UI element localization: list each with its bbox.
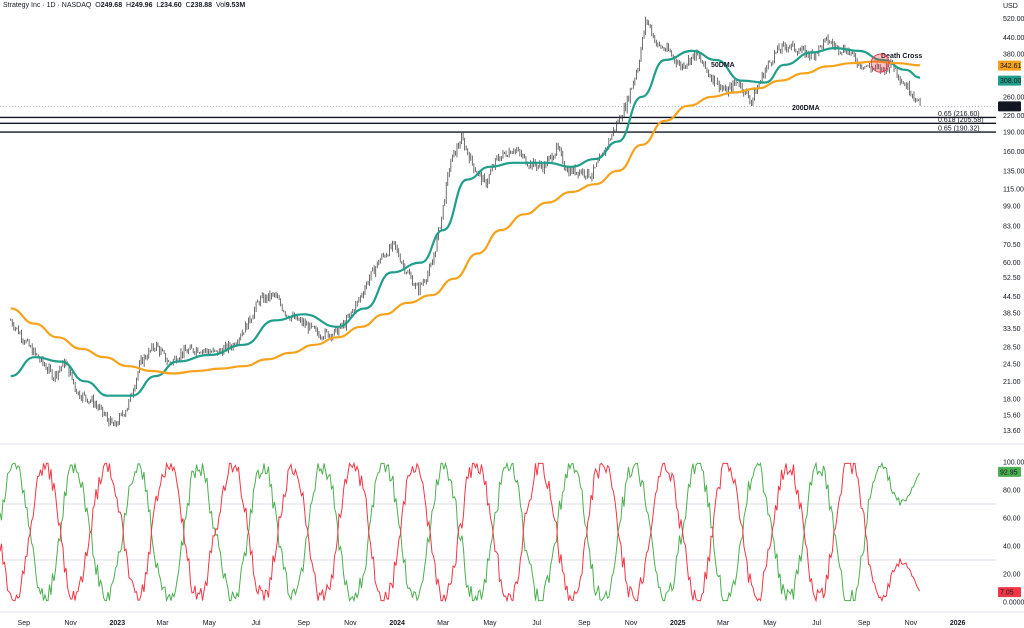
price-axis-tick-label: 18.00	[1003, 396, 1021, 403]
osc-axis-tick-label: 60.00	[1003, 516, 1021, 523]
price-axis-tick-label: 44.50	[1003, 294, 1021, 301]
price-axis-tick-label: 380.00	[1003, 51, 1024, 58]
time-axis-tick-label: 2024	[389, 620, 405, 627]
osc-last-value: 92.95	[1000, 469, 1018, 476]
price-axis-tick-label: 52.50	[1003, 275, 1021, 282]
time-axis-tick-label: Nov	[625, 620, 638, 627]
price-axis-tick-label: 38.50	[1003, 310, 1021, 317]
price-label-value: 238.88	[1000, 104, 1022, 111]
time-axis-tick-label: Sep	[578, 620, 591, 627]
fib-level-label: 0.618 (205.58)	[938, 117, 984, 124]
volume-value: 9.53M	[225, 2, 246, 9]
fib-level-label: 0.65 (216.60)	[938, 111, 980, 118]
price-axis-tick-label: 115.00	[1003, 187, 1024, 194]
osc-red-line	[0, 461, 920, 603]
price-label-badge	[998, 60, 1021, 71]
time-axis-tick-label: Jul	[532, 620, 541, 627]
price-axis-tick-label: 190.00	[1003, 130, 1024, 137]
death-cross-label: Death Cross	[881, 53, 922, 60]
osc-last-value: 7.05	[1000, 590, 1014, 597]
price-axis-tick-label: 21.00	[1003, 379, 1021, 386]
time-axis-tick-label: 2026	[950, 620, 966, 627]
price-axis-tick-label: 135.00	[1003, 168, 1024, 175]
ma200-label: 200DMA	[792, 105, 820, 112]
time-axis-tick-label: Nov	[905, 620, 918, 627]
death-cross-marker	[870, 53, 890, 73]
time-axis-tick-label: Nov	[344, 620, 357, 627]
time-axis-tick-label: May	[763, 620, 777, 627]
chart-header: Strategy Inc · 1D · NASDAQ O249.68 H249.…	[3, 2, 246, 9]
time-axis-tick-label: May	[483, 620, 497, 627]
price-axis-tick-label: 28.50	[1003, 344, 1021, 351]
price-axis-tick-label: 24.50	[1003, 361, 1021, 368]
symbol-name: Strategy Inc	[3, 2, 41, 9]
price-label-badge	[998, 75, 1021, 86]
time-axis-tick-label: Jul	[812, 620, 821, 627]
time-axis-tick-label: Mar	[437, 620, 450, 627]
osc-last-badge	[998, 587, 1021, 598]
price-axis-tick-label: 160.00	[1003, 149, 1024, 156]
osc-axis-tick-label: 80.00	[1003, 488, 1021, 495]
high-value: 249.96	[131, 2, 153, 9]
time-axis-tick-label: Sep	[18, 620, 31, 627]
time-axis-tick-label: 2025	[670, 620, 686, 627]
ma50-line	[10, 47, 921, 397]
price-axis-tick-label: 60.00	[1003, 260, 1021, 267]
price-axis-tick-label: 220.00	[1003, 113, 1024, 120]
price-axis-tick-label: 13.60	[1003, 428, 1021, 435]
osc-green-line	[0, 461, 920, 603]
osc-axis-tick-label: 100.00	[1003, 460, 1024, 467]
timeframe: 1D	[46, 2, 56, 9]
price-axis-tick-label: 99.00	[1003, 203, 1021, 210]
time-axis-tick-label: Mar	[717, 620, 730, 627]
osc-axis-tick-label: 0.0000	[1003, 600, 1024, 607]
price-axis-tick-label: 15.60	[1003, 412, 1021, 419]
price-label-value: 342.61	[1000, 63, 1022, 70]
time-axis-tick-label: 2023	[110, 620, 126, 627]
price-axis-tick-label: 520.00	[1003, 16, 1024, 23]
time-axis-tick-label: Sep	[858, 620, 871, 627]
price-label-value: 308.00	[1000, 78, 1022, 85]
price-series	[10, 16, 921, 427]
time-axis-tick-label: Mar	[157, 620, 170, 627]
close-value: 238.88	[190, 2, 213, 9]
low-value: 234.60	[160, 2, 182, 9]
price-axis-tick-label: 260.00	[1003, 94, 1024, 101]
time-axis-tick-label: Nov	[64, 620, 77, 627]
price-axis-tick-label: 70.50	[1003, 242, 1021, 249]
price-axis-tick-label: 440.00	[1003, 35, 1024, 42]
time-axis-tick-label: Jul	[252, 620, 261, 627]
osc-axis-tick-label: 40.00	[1003, 544, 1021, 551]
ma200-line	[10, 60, 921, 375]
price-axis-tick-label: 33.50	[1003, 326, 1021, 333]
osc-axis-tick-label: 20.00	[1003, 572, 1021, 579]
price-axis-tick-label: 83.00	[1003, 223, 1021, 230]
currency-label: USD	[1003, 3, 1018, 10]
price-label-badge	[998, 101, 1021, 112]
osc-last-badge	[998, 466, 1021, 477]
ma50-label: 50DMA	[711, 62, 735, 69]
fib-level-label: 0.65 (190.32)	[938, 126, 980, 133]
time-axis-tick-label: May	[203, 620, 217, 627]
time-axis-tick-label: Sep	[297, 620, 310, 627]
exchange: NASDAQ	[61, 2, 92, 9]
open-value: 249.68	[100, 2, 123, 9]
